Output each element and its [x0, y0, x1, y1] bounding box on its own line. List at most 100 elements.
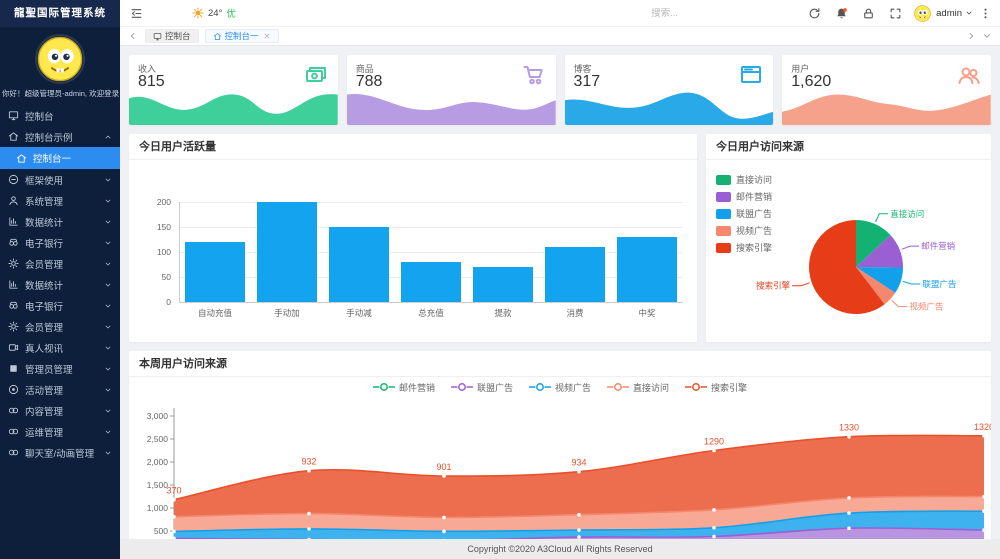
sidebar-item-聊天室/动画管理[interactable]: 聊天室/动画管理	[0, 442, 120, 463]
sidebar-collapse-icon[interactable]	[130, 7, 143, 20]
sidebar-item-管理员管理[interactable]: 管理员管理	[0, 358, 120, 379]
sidebar-item-会员管理[interactable]: 会员管理	[0, 253, 120, 274]
monitor-icon	[8, 110, 19, 121]
data-point	[712, 448, 716, 453]
pie-slice-搜索引擎[interactable]	[809, 220, 885, 314]
profile-avatar	[37, 36, 83, 82]
x-axis-tick-label: 提款	[494, 308, 512, 318]
data-point	[172, 497, 176, 502]
bar-chart: 0 50 100 150 200 自动充值 手动加 手动减 总充值 提款 消费 中奖	[129, 160, 697, 341]
search-input[interactable]	[651, 7, 747, 19]
legend-item-视频广告[interactable]: 视频广告	[716, 222, 772, 239]
sidebar-item-系统管理[interactable]: 系统管理	[0, 190, 120, 211]
close-icon[interactable]	[263, 32, 271, 40]
legend-marker	[607, 383, 629, 391]
stat-card-博客: 博客 317	[564, 55, 774, 125]
sidebar-item-label: 电子银行	[25, 301, 64, 313]
legend-swatch	[716, 225, 731, 236]
data-point	[847, 496, 851, 500]
stat-label: 收入	[138, 64, 157, 74]
data-point-label: 1330	[839, 423, 859, 433]
tab-bar: 控制台 控制台一	[120, 27, 1000, 46]
legend-item-视频广告[interactable]: 视频广告	[528, 381, 591, 394]
pie-slice-直接访问[interactable]	[856, 220, 891, 267]
user-avatar[interactable]	[914, 4, 931, 22]
legend-item-邮件营销[interactable]: 邮件营销	[716, 188, 772, 205]
sidebar-item-控制台示例[interactable]: 控制台示例	[0, 126, 120, 147]
sidebar-item-会员管理[interactable]: 会员管理	[0, 316, 120, 337]
pie-chart-panel: 今日用户访问来源 直接访问 邮件营销 联盟广告 视频广告 搜索引擎 直接访问 邮件营销 联盟…	[706, 134, 991, 342]
sidebar-item-数据统计[interactable]: 数据统计	[0, 274, 120, 295]
legend-item-直接访问[interactable]: 直接访问	[716, 171, 772, 188]
chevron-down-icon	[104, 428, 112, 436]
sidebar: 龍聖国际管理系统 你好！超级管理员-admin, 欢迎登录 控制台 控制台示例 控制…	[0, 0, 120, 559]
gridline	[179, 252, 683, 253]
sidebar-item-真人视讯[interactable]: 真人视讯	[0, 337, 120, 358]
legend-marker	[450, 383, 473, 391]
tab-label: 控制台一	[224, 31, 259, 41]
user-menu[interactable]: admin	[936, 8, 973, 19]
legend-item-搜索引擎[interactable]: 搜索引擎	[716, 239, 772, 256]
data-point	[577, 535, 581, 539]
tab-控制台[interactable]: 控制台	[145, 29, 199, 43]
pie-slice-联盟广告[interactable]	[856, 267, 903, 293]
sidebar-item-电子银行[interactable]: 电子银行	[0, 295, 120, 316]
chevron-down-icon	[104, 365, 112, 373]
legend-item-直接访问[interactable]: 直接访问	[607, 381, 669, 394]
legend-marker	[372, 383, 395, 391]
sparkline-wave	[564, 87, 774, 125]
sidebar-item-label: 管理员管理	[25, 364, 73, 376]
bar-chart-panel: 今日用户活跃量 0 50 100 150 200 自动充值 手动加 手动减 总充值 提款 消费 中奖	[129, 134, 697, 342]
legend-swatch	[716, 242, 731, 253]
sidebar-submenu: 控制台一	[0, 147, 120, 169]
chevron-down-icon	[104, 386, 112, 394]
tab-控制台一[interactable]: 控制台一	[204, 29, 279, 43]
tabs-menu-icon[interactable]	[982, 31, 992, 41]
browser-icon	[739, 63, 763, 87]
pie-chart: 直接访问 邮件营销 联盟广告 视频广告 搜索引擎 直接访问 邮件营销 联盟广告 视频广告 搜索引…	[706, 160, 991, 341]
pie-legend: 直接访问邮件营销 联盟广告视频广告搜索引擎	[716, 171, 772, 256]
circle-minus-icon	[8, 174, 19, 185]
tabs-scroll-left-icon[interactable]	[128, 31, 138, 41]
sidebar-item-控制台[interactable]: 控制台	[0, 105, 120, 126]
money-icon	[304, 63, 328, 87]
bar-slot	[611, 202, 683, 302]
x-axis-tick-label: 自动充值	[197, 308, 232, 318]
legend-item-邮件营销[interactable]: 邮件营销	[372, 381, 435, 394]
pie-slice-视频广告[interactable]	[856, 267, 896, 305]
legend-marker	[685, 383, 708, 391]
sidebar-item-电子银行[interactable]: 电子银行	[0, 232, 120, 253]
bar	[617, 237, 677, 302]
sidebar-item-label: 聊天室/动画管理	[25, 448, 95, 460]
sidebar-item-数据统计[interactable]: 数据统计	[0, 211, 120, 232]
sidebar-item-运维管理[interactable]: 运维管理	[0, 421, 120, 442]
data-point	[577, 469, 581, 474]
tab-label: 控制台	[165, 31, 191, 41]
tabs-scroll-right-icon[interactable]	[966, 31, 976, 41]
fullscreen-icon[interactable]	[889, 7, 902, 20]
x-axis-tick-label: 手动加	[274, 308, 300, 318]
chevron-down-icon	[104, 197, 112, 205]
area-chart-panel: 本周用户访问来源 邮件营销 联盟广告 视频广告 直接访问 搜索引擎 500 1,000 1,…	[129, 351, 991, 559]
legend-item-搜索引擎[interactable]: 搜索引擎	[685, 381, 747, 394]
pie-slice-邮件营销[interactable]	[856, 235, 904, 268]
legend-label: 直接访问	[736, 175, 773, 185]
main-content: 收入 815 商品 788 博客 317 用户 1,620 今日用户活跃量 0 50 100 150…	[120, 46, 1000, 559]
bar	[401, 262, 461, 302]
pie-slice-label: 联盟广告	[922, 279, 956, 289]
sidebar-item-内容管理[interactable]: 内容管理	[0, 400, 120, 421]
legend-item-联盟广告[interactable]: 联盟广告	[716, 205, 772, 222]
sidebar-item-活动管理[interactable]: 活动管理	[0, 379, 120, 400]
lock-icon[interactable]	[862, 7, 875, 20]
stat-label: 博客	[573, 64, 592, 74]
y-axis-line	[179, 202, 180, 302]
notification-bell-icon[interactable]	[835, 7, 848, 20]
refresh-icon[interactable]	[808, 7, 821, 20]
legend-label: 视频广告	[736, 226, 773, 236]
legend-item-联盟广告[interactable]: 联盟广告	[450, 381, 513, 394]
sidebar-item-控制台一[interactable]: 控制台一	[0, 147, 120, 169]
chevron-down-icon	[104, 218, 112, 226]
sidebar-item-框架使用[interactable]: 框架使用	[0, 169, 120, 190]
more-menu-icon[interactable]	[979, 7, 992, 20]
y-axis-tick-label: 3,000	[147, 411, 169, 421]
